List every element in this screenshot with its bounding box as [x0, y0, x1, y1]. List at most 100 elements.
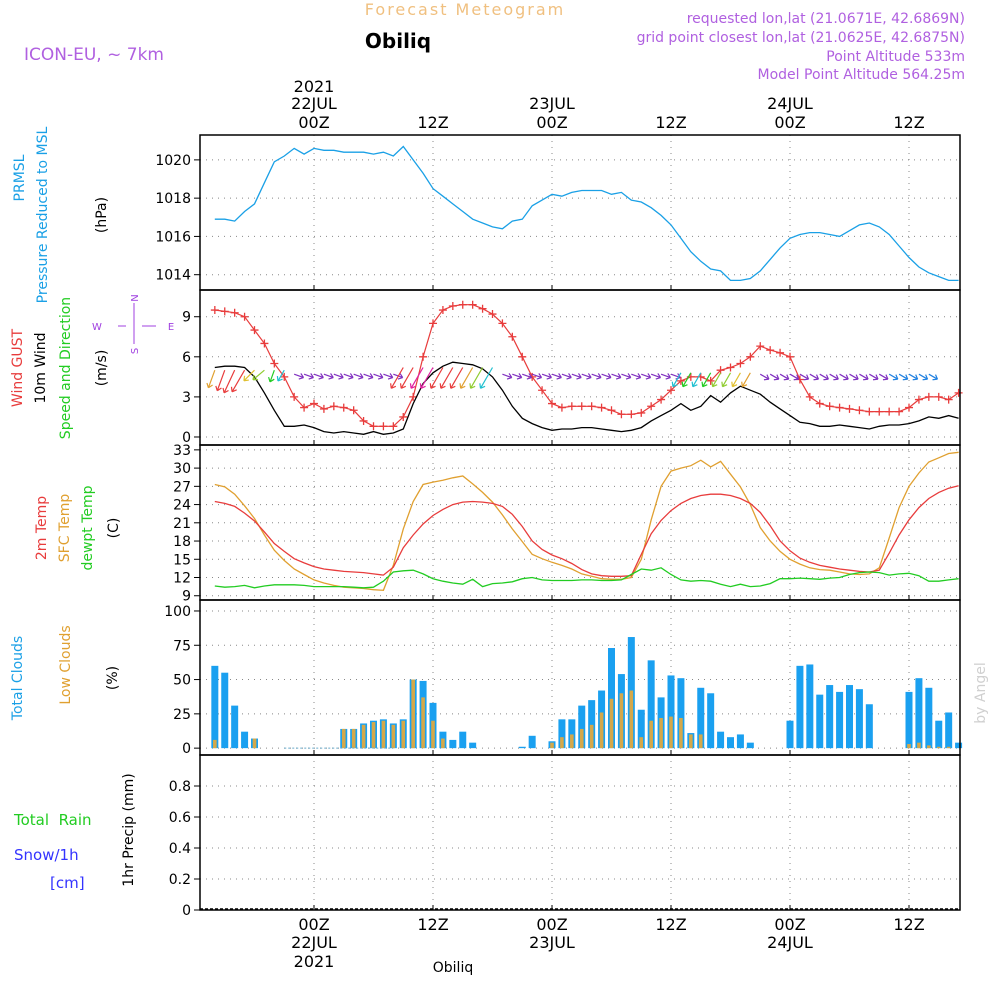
- low-cloud-bar: [679, 717, 683, 749]
- total-cloud-bar: [459, 731, 467, 749]
- snow-unit-label: [cm]: [50, 874, 85, 892]
- total-cloud-bar: [667, 675, 675, 749]
- snow-label: Snow/1h: [14, 846, 79, 864]
- wind-arrow: [409, 367, 424, 389]
- bottom-hour-label: 00Z: [536, 915, 567, 934]
- wind-arrow: [819, 373, 829, 381]
- low-cloud-bar: [560, 737, 564, 749]
- total-cloud-bar: [558, 719, 566, 749]
- low-cloud-bar: [639, 737, 644, 749]
- y-tick-label: 0.4: [169, 841, 191, 857]
- total-cloud-bar: [796, 665, 804, 749]
- wind-arrow: [522, 373, 533, 380]
- temperature-labels: 2m Temp SFC Temp dewpt Temp (C): [34, 485, 122, 570]
- gust-marker: [280, 372, 289, 381]
- total-cloud-bar: [855, 689, 863, 749]
- panel-frame: [199, 289, 961, 446]
- gust-marker: [845, 404, 854, 413]
- wind-arrow: [641, 373, 652, 380]
- bottom-hour-label: 00Z: [774, 915, 805, 934]
- wind-arrow: [789, 373, 800, 381]
- wind-arrow: [268, 369, 275, 383]
- wind-arrow: [859, 373, 869, 381]
- low-cloud-bar: [659, 717, 663, 749]
- gust-marker: [349, 406, 358, 415]
- wind-arrow: [918, 373, 929, 381]
- low-cloud-bar: [609, 698, 614, 749]
- y-tick-label: 100: [164, 604, 191, 620]
- wind-arrow: [439, 367, 454, 389]
- low-cloud-bar: [391, 724, 396, 749]
- y-tick-label: 50: [173, 673, 191, 689]
- top-date-label: 23JUL: [529, 94, 575, 113]
- dewpt-temp-label: dewpt Temp: [80, 485, 96, 570]
- wind-arrow: [829, 373, 839, 381]
- gust-marker: [627, 410, 636, 419]
- gust-marker: [488, 310, 497, 319]
- compass-south: S: [130, 348, 141, 354]
- total-cloud-bar: [647, 660, 655, 749]
- total-cloud-bar: [211, 665, 219, 749]
- gust-marker: [448, 302, 457, 311]
- gust-marker: [438, 306, 447, 315]
- total-cloud-bar: [746, 742, 754, 749]
- wind-labels: Wind GUST 10m Wind Speed and Direction (…: [10, 294, 174, 439]
- wind-arrow: [373, 373, 384, 380]
- wind-arrow: [898, 373, 909, 381]
- gust-marker: [260, 339, 269, 348]
- wind-arrow: [711, 372, 722, 388]
- gust-marker: [895, 407, 904, 416]
- gust-marker: [706, 376, 715, 385]
- low-cloud-bar: [629, 690, 634, 749]
- y-tick-label: 12: [173, 571, 191, 587]
- total-cloud-bar: [915, 678, 923, 749]
- low-cloud-bar: [411, 679, 415, 749]
- gust-marker: [776, 348, 785, 357]
- low-cloud-bar: [619, 693, 624, 749]
- sfc-temp-label: SFC Temp: [57, 494, 73, 563]
- low-cloud-bar: [907, 744, 911, 749]
- gust-marker: [458, 300, 467, 309]
- total-cloud-bar: [816, 694, 824, 749]
- gust-marker: [587, 402, 596, 411]
- gust-marker: [855, 406, 864, 415]
- gust-marker: [210, 306, 219, 315]
- y-tick-label: 0.8: [169, 779, 191, 795]
- wind-arrow: [591, 373, 602, 380]
- wind-arrow: [541, 373, 552, 380]
- low-cloud-bar: [351, 728, 356, 749]
- wind-arrow: [502, 373, 513, 380]
- model-label: ICON-EU, ~ 7km: [24, 45, 164, 65]
- pressure-labels: PRMSL Pressure Reduced to MSL (hPa): [12, 126, 110, 303]
- y-tick-label: 1014: [155, 268, 191, 284]
- gust-marker: [597, 403, 606, 412]
- y-tick-label: 30: [173, 461, 191, 477]
- temp-2m-label: 2m Temp: [34, 496, 50, 560]
- top-hour-label: 12Z: [893, 113, 924, 132]
- total-cloud-bar: [697, 687, 705, 749]
- low-cloud-bar: [431, 720, 435, 749]
- total-cloud-bar: [528, 735, 536, 749]
- dewpt-line: [214, 567, 959, 589]
- wind-arrow: [581, 373, 592, 380]
- gust-marker: [508, 332, 517, 341]
- total-cloud-bar: [806, 664, 814, 749]
- bottom-hour-label: 12Z: [893, 915, 924, 934]
- low-cloud-bar: [946, 746, 951, 749]
- gust-marker: [300, 403, 309, 412]
- gust-marker: [667, 386, 675, 395]
- chart-title: Forecast Meteogram: [365, 0, 565, 19]
- gust-marker: [498, 319, 507, 328]
- low-clouds-label: Low Clouds: [58, 625, 74, 704]
- gust-marker: [478, 304, 487, 313]
- wind-arrow: [741, 372, 751, 388]
- y-tick-label: 6: [182, 350, 191, 366]
- wind-arrow: [399, 367, 414, 389]
- gust-marker: [270, 359, 279, 368]
- gust-marker: [637, 408, 646, 417]
- wind-arrow: [333, 373, 344, 380]
- gust-marker: [329, 402, 338, 411]
- bottom-hour-label: 12Z: [655, 915, 686, 934]
- gust-marker: [538, 386, 547, 395]
